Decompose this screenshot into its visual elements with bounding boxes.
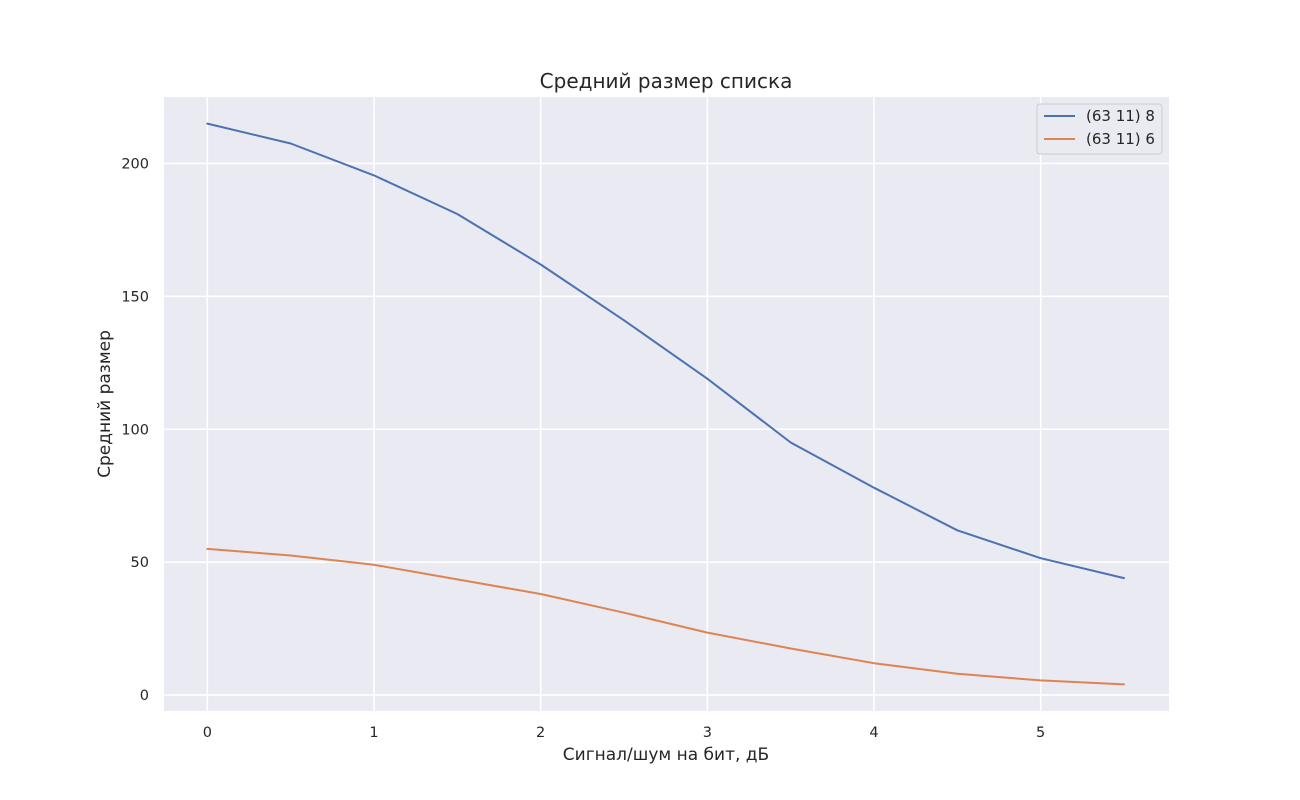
plot-area	[164, 97, 1169, 711]
y-axis-label: Средний размер	[95, 330, 115, 478]
y-tick-label: 50	[131, 555, 149, 571]
x-tick-label: 5	[1036, 725, 1045, 741]
series-layer	[206, 122, 1125, 686]
x-tick-label: 0	[203, 725, 212, 741]
series-line-1	[206, 122, 1125, 580]
x-tick-label: 2	[536, 725, 545, 741]
series-line-2	[206, 547, 1125, 686]
chart-title: Средний размер списка	[540, 69, 793, 93]
x-tick-labels: 0 1 2 3 4 5	[203, 725, 1046, 741]
grid-lines	[164, 97, 1169, 711]
x-tick-label: 3	[703, 725, 712, 741]
legend-label-series-1: (63 11) 8	[1086, 107, 1155, 125]
x-axis-label: Сигнал/шум на бит, дБ	[563, 745, 769, 765]
x-tick-label: 1	[369, 725, 378, 741]
y-tick-label: 100	[121, 422, 149, 438]
y-tick-label: 150	[121, 289, 149, 305]
y-tick-labels: 0 50 100 150 200	[121, 156, 149, 704]
legend-label-series-2: (63 11) 6	[1086, 130, 1155, 148]
y-tick-label: 200	[121, 156, 149, 172]
y-tick-label: 0	[140, 688, 149, 704]
x-tick-label: 4	[869, 725, 878, 741]
legend: (63 11) 8 (63 11) 6	[1036, 103, 1163, 155]
